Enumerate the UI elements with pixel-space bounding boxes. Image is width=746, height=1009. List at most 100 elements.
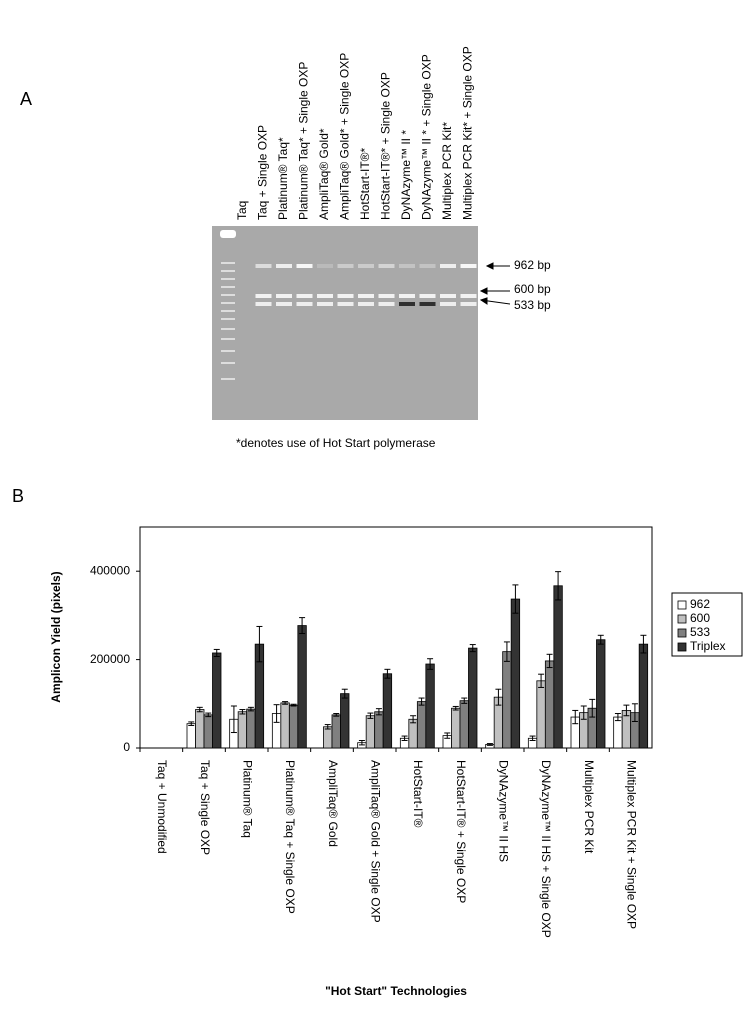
gel-band [337, 264, 354, 268]
bar [203, 714, 213, 749]
gel-band [317, 302, 333, 306]
ladder-band [221, 362, 235, 364]
error-bar [427, 658, 434, 670]
lane-label: Platinum® Taq* [276, 137, 290, 220]
error-bar [341, 688, 348, 699]
x-tick-label: Platinum® Taq [240, 760, 254, 838]
error-bar [631, 703, 638, 722]
error-bar [358, 739, 365, 746]
error-bar [597, 634, 604, 645]
bar [331, 714, 341, 749]
band-label: 962 bp [514, 258, 551, 272]
ladder-band [221, 302, 235, 304]
bar [323, 726, 333, 749]
ladder-band [221, 328, 235, 330]
error-bar [461, 697, 468, 704]
gel-band [460, 302, 477, 306]
gel-band [399, 302, 415, 306]
legend-label: 962 [690, 597, 710, 611]
error-bar [572, 709, 579, 725]
gel-band [460, 264, 477, 268]
gel-band [378, 302, 395, 306]
gel-band [358, 294, 374, 298]
x-tick-label: Taq + Single OXP [198, 760, 212, 855]
bar [186, 723, 196, 749]
error-bar [503, 641, 510, 662]
gel-band [296, 294, 313, 298]
error-bar [256, 625, 263, 663]
bar [502, 651, 512, 749]
x-tick-label: DyNAzyme™ II HS [496, 760, 510, 862]
error-bar [213, 648, 220, 658]
bar [288, 704, 299, 749]
ladder-band [221, 270, 235, 272]
error-bar [196, 706, 203, 713]
gel-band [358, 302, 374, 306]
error-bar [555, 571, 562, 601]
error-bar [512, 584, 519, 614]
error-bar [444, 732, 451, 739]
bar [237, 711, 248, 749]
gel-band [296, 264, 313, 268]
lane-label: DyNAzyme™ II * [399, 130, 413, 220]
error-bar [273, 704, 280, 723]
ladder-band [221, 262, 235, 264]
error-bar [299, 617, 306, 635]
lane-label: HotStart-IT®* + Single OXP [379, 72, 393, 220]
y-tick-label: 0 [123, 740, 130, 754]
error-bar [375, 708, 382, 716]
gel-band [419, 302, 436, 306]
panel-label: A [20, 89, 32, 109]
gel-band [296, 302, 313, 306]
error-bar [384, 668, 391, 679]
lane-label: Taq [235, 201, 249, 220]
error-bar [367, 712, 374, 719]
gel-band [276, 264, 292, 268]
ladder-band [221, 310, 235, 312]
bar [382, 673, 393, 749]
ladder-band [221, 278, 235, 280]
bar [280, 702, 290, 749]
error-bar [614, 713, 621, 722]
error-bar [188, 721, 195, 726]
error-bar [580, 705, 587, 720]
bar [553, 585, 563, 749]
legend-swatch [677, 600, 687, 610]
error-bar [589, 698, 596, 718]
band-arrows [479, 262, 511, 305]
ladder-band [221, 338, 235, 340]
legend-label: 533 [690, 625, 710, 639]
gel-band [419, 294, 436, 298]
bar [195, 709, 205, 749]
error-bar [239, 709, 246, 715]
error-bar [205, 712, 212, 718]
lane-label: Multiplex PCR Kit* + Single OXP [461, 46, 475, 220]
x-tick-label: HotStart-IT® + Single OXP [454, 760, 468, 903]
gel-band [337, 294, 354, 298]
error-bar [247, 706, 254, 712]
error-bar [452, 705, 459, 711]
gel-band [255, 302, 272, 306]
footnote: *denotes use of Hot Start polymerase [236, 436, 436, 450]
gel-band [378, 264, 395, 268]
gel-band [378, 294, 395, 298]
ladder-band [220, 230, 236, 238]
gel-band [337, 302, 354, 306]
bar [246, 708, 256, 749]
x-tick-label: AmpliTaq® Gold + Single OXP [368, 760, 382, 923]
error-bar [529, 735, 536, 741]
y-tick-label: 200000 [90, 652, 130, 666]
error-bar [623, 704, 630, 717]
bar [365, 715, 376, 749]
band-label: 600 bp [514, 282, 551, 296]
legend-label: 600 [690, 611, 710, 625]
ladder-band [221, 294, 235, 296]
error-bar [324, 724, 331, 730]
error-bar [538, 673, 545, 688]
gel-band [440, 302, 456, 306]
bar [536, 680, 546, 749]
lane-label: AmpliTaq® Gold* [317, 128, 331, 220]
bar [613, 716, 623, 749]
bar [297, 625, 307, 749]
